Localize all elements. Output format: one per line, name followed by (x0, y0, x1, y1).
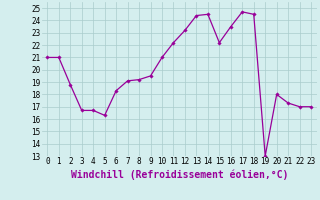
X-axis label: Windchill (Refroidissement éolien,°C): Windchill (Refroidissement éolien,°C) (70, 169, 288, 180)
